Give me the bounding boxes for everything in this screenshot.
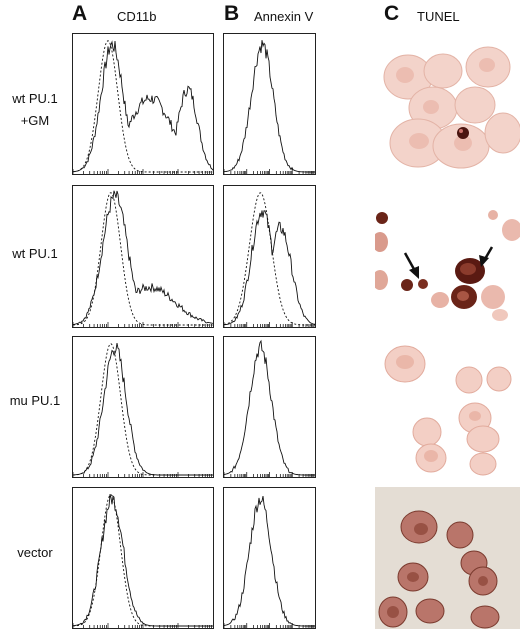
histogram-svg [224, 339, 315, 477]
sample-histogram-trace [73, 494, 213, 627]
panel-letter-b: B [224, 2, 240, 25]
control-histogram-trace [73, 343, 213, 476]
row-label-line2: +GM [20, 113, 50, 128]
histogram-svg [73, 190, 213, 327]
column-title-tunel: TUNEL [417, 9, 460, 24]
sample-histogram-trace [73, 40, 213, 173]
histogram-annexin-vector [223, 487, 316, 629]
micrograph-tunel-wt-pu1-gm [375, 33, 520, 175]
row-label-line1: vector [17, 545, 53, 560]
column-title-annexin-v: Annexin V [254, 9, 314, 24]
row-label-wt-pu1-gm: wt PU.1 +GM [2, 88, 68, 132]
row-label-mu-pu1: mu PU.1 [2, 390, 68, 412]
control-histogram-trace [73, 192, 213, 326]
histogram-svg [73, 343, 213, 477]
control-histogram-trace [73, 40, 213, 173]
sample-histogram-trace [73, 190, 213, 325]
control-histogram-trace [224, 192, 315, 326]
micrograph-svg [384, 345, 512, 476]
micrograph-tunel-mu-pu1 [375, 336, 520, 478]
histogram-cd11b-wt-pu1-gm [72, 33, 214, 175]
histogram-svg [73, 40, 213, 174]
histogram-svg [224, 192, 315, 327]
histogram-cd11b-mu-pu1 [72, 336, 214, 478]
sample-histogram-trace [224, 339, 315, 476]
histogram-cd11b-wt-pu1 [72, 185, 214, 328]
histogram-annexin-mu-pu1 [223, 336, 316, 478]
micrograph-tunel-wt-pu1 [375, 185, 520, 328]
panel-letter-a: A [72, 2, 88, 25]
micrograph-svg [383, 46, 520, 169]
sample-histogram-trace [73, 343, 213, 476]
row-label-wt-pu1: wt PU.1 [2, 243, 68, 265]
histogram-annexin-wt-pu1-gm [223, 33, 316, 175]
row-label-vector: vector [2, 542, 68, 564]
histogram-svg [73, 494, 213, 628]
histogram-svg [224, 496, 315, 628]
sample-histogram-trace [224, 40, 315, 173]
micrograph-svg [378, 510, 500, 629]
micrograph-svg [375, 210, 520, 321]
panel-letter-c: C [384, 2, 400, 25]
row-label-line1: wt PU.1 [12, 91, 58, 106]
control-histogram-trace [73, 494, 213, 627]
sample-histogram-trace [224, 210, 315, 326]
row-label-line1: mu PU.1 [9, 393, 61, 408]
row-label-line1: wt PU.1 [12, 246, 58, 261]
sample-histogram-trace [224, 496, 315, 627]
histogram-svg [224, 40, 315, 174]
micrograph-tunel-vector [375, 487, 520, 629]
column-title-cd11b: CD11b [117, 9, 157, 24]
histogram-cd11b-vector [72, 487, 214, 629]
histogram-annexin-wt-pu1 [223, 185, 316, 328]
